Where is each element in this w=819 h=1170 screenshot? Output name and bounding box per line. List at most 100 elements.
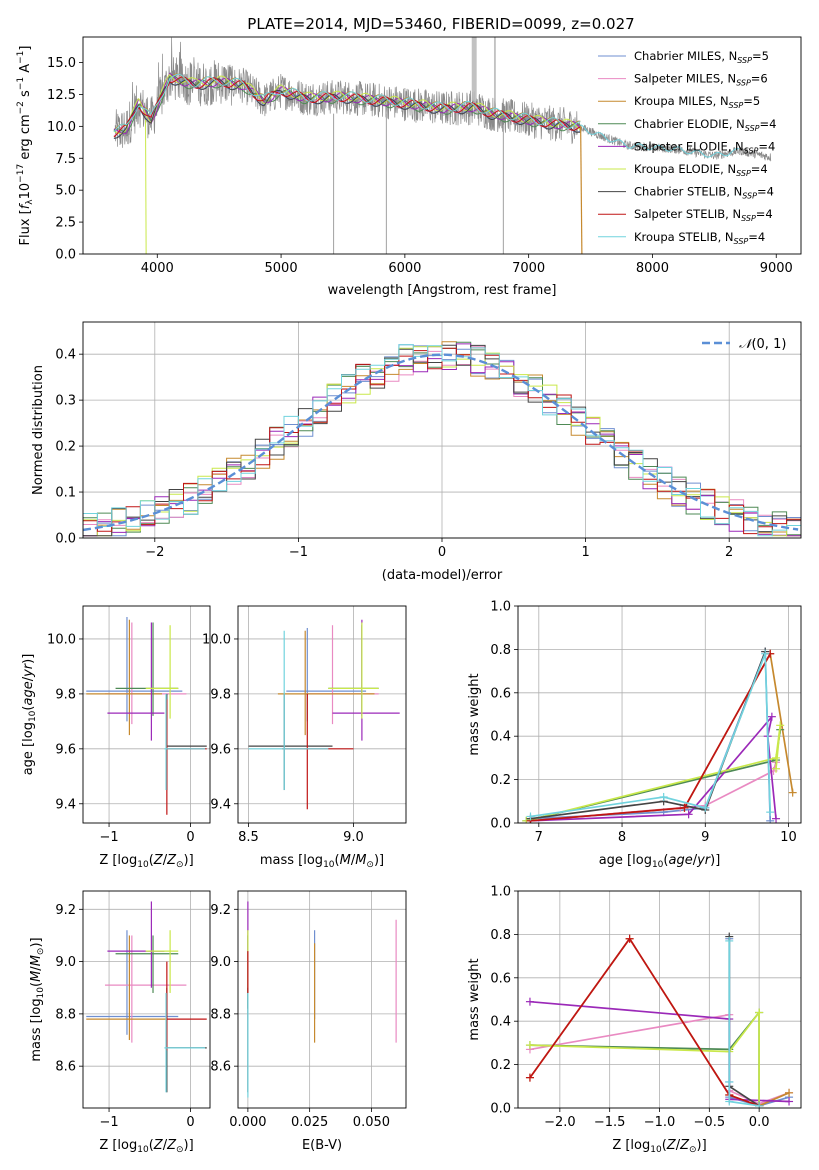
model-spectrum-3 [113, 75, 581, 134]
x-axis-label: Z [log10(Z/Z⊙)] [99, 1138, 193, 1155]
panel-spectrum: 4000 5000 6000 7000 8000 9000 0.0 2.5 5.0 7.5 10.0… [16, 36, 802, 298]
y-tick-label: 9.0 [210, 955, 231, 970]
y-tick-label: 0.4 [490, 730, 511, 745]
x-tick-label: 0.000 [229, 1115, 266, 1130]
legend-label: Salpeter MILES, NSSP=6 [634, 72, 768, 88]
y-tick-label: 10.0 [47, 120, 76, 135]
legend-label: Kroupa ELODIE, NSSP=4 [634, 162, 768, 178]
legend-label: 𝒩(0, 1) [739, 337, 786, 352]
x-tick-label: 9.0 [343, 830, 364, 845]
model-edge [145, 119, 147, 254]
y-tick-label: 0.1 [55, 486, 76, 501]
x-tick-label: 2 [725, 545, 733, 560]
figure-title: PLATE=2014, MJD=53460, FIBERID=0099, z=0… [247, 15, 634, 33]
y-tick-label: 0.3 [55, 394, 76, 409]
y-tick-label: 0.8 [490, 928, 511, 943]
x-tick-label: 6000 [388, 261, 421, 276]
x-axis-label: E(B-V) [302, 1138, 342, 1153]
y-tick-label: 5.0 [55, 184, 76, 199]
x-tick-label: 9000 [760, 261, 793, 276]
x-tick-label: 0.0 [749, 1115, 770, 1130]
x-tick-label: 1 [581, 545, 589, 560]
x-tick-label: 7 [535, 830, 543, 845]
y-axis-label: mass weight [467, 673, 482, 755]
x-tick-label: 10 [780, 830, 797, 845]
y-tick-label: 0.0 [490, 1102, 511, 1117]
y-tick-label: 9.2 [55, 903, 76, 918]
panel-age_vs_mass: 8.5 9.0 9.4 9.6 9.8 10.0 mass [log10(M/M⊙)] [202, 605, 407, 870]
x-axis-label: mass [log10(M/M⊙)] [260, 853, 384, 870]
y-tick-label: 2.5 [55, 216, 76, 231]
x-tick-label: 4000 [141, 261, 174, 276]
panel-massweight_vs_age: 7 8 9 10 0.0 0.2 0.4 0.6 0.8 1.0 age [log10(age/yr… [467, 600, 802, 870]
y-tick-label: 9.8 [210, 687, 231, 702]
x-axis-label: age [log10(age/yr)] [599, 853, 721, 870]
x-tick-label: 0.025 [291, 1115, 328, 1130]
y-tick-label: 9.2 [210, 903, 231, 918]
y-tick-label: 0.6 [490, 971, 511, 986]
x-tick-label: 9 [701, 830, 709, 845]
x-tick-label: −1 [99, 1115, 118, 1130]
plot-area-age_vs_mass [248, 619, 400, 810]
model-edge [580, 126, 583, 254]
plot-area-age_vs_Z [86, 616, 207, 815]
y-axis-label: mass weight [467, 958, 482, 1040]
plot-area-residual_histogram [83, 341, 801, 537]
x-axis-label: Z [log10(Z/Z⊙)] [99, 853, 193, 870]
x-tick-label: 0 [438, 545, 446, 560]
x-tick-label: 8000 [636, 261, 669, 276]
y-tick-label: 9.6 [55, 742, 76, 757]
model-spectrum-4 [113, 72, 581, 135]
panel-residual_histogram: −2 −1 0 1 2 0.0 0.1 0.2 0.3 0.4 𝒩(0, 1) (data-model… [31, 321, 802, 583]
legend-label: Salpeter STELIB, NSSP=4 [634, 207, 773, 223]
x-tick-label: 8 [618, 830, 626, 845]
x-tick-label: −1.5 [594, 1115, 626, 1130]
mass-weight-line-3 [526, 729, 782, 822]
y-tick-label: 9.0 [55, 955, 76, 970]
axes-frame [82, 890, 211, 1109]
y-axis-label: age [log10(age/yr)] [21, 654, 38, 776]
y-tick-label: 0.0 [490, 817, 511, 832]
plot-area-spectrum [113, 37, 772, 254]
x-tick-label: 0.050 [353, 1115, 390, 1130]
y-tick-label: 9.8 [55, 687, 76, 702]
panel-massweight_vs_Z: −2.0 −1.5 −1.0 −0.5 0.0 0.0 0.2 0.4 0.6 0.8 1.0 Z [… [467, 885, 802, 1155]
y-tick-label: 9.4 [210, 797, 231, 812]
x-axis-label: (data-model)/error [382, 568, 503, 583]
y-tick-label: 8.6 [55, 1060, 76, 1075]
model-spectrum-red [580, 124, 740, 158]
x-tick-label: −2 [145, 545, 164, 560]
normal-curve [83, 353, 799, 532]
y-tick-label: 8.6 [210, 1060, 231, 1075]
mass-weight-line-3 [529, 1010, 760, 1106]
x-axis-label: Z [log10(Z/Z⊙)] [612, 1138, 706, 1155]
legend-label: Salpeter ELODIE, NSSP=4 [634, 139, 775, 155]
mass-weight-line-5 [526, 725, 782, 822]
axes-frame [517, 890, 802, 1109]
y-tick-label: 0.6 [490, 686, 511, 701]
y-tick-label: 0.2 [490, 773, 511, 788]
axes-frame [237, 605, 407, 824]
y-tick-label: 0.0 [55, 532, 76, 547]
legend-label: Chabrier STELIB, NSSP=4 [634, 185, 774, 201]
x-tick-label: −2.0 [544, 1115, 576, 1130]
mass-weight-line-5 [529, 1009, 760, 1106]
mass-weight-line-8 [728, 940, 760, 1107]
model-spectrum-7 [113, 76, 581, 138]
y-tick-label: 8.8 [55, 1007, 76, 1022]
panel-mass_vs_EBV: 0.000 0.025 0.050 8.6 8.8 9.0 9.2 E(B-V) [210, 890, 407, 1153]
y-axis-label: Flux [fλ10−17 erg cm−2 s−1 A−1] [16, 46, 35, 246]
y-tick-label: 1.0 [490, 600, 511, 615]
y-tick-label: 8.8 [210, 1007, 231, 1022]
y-tick-label: 9.4 [55, 797, 76, 812]
model-spectrum-8 [113, 73, 581, 133]
legend-label: Kroupa MILES, NSSP=5 [634, 94, 760, 110]
y-tick-label: 0.4 [55, 348, 76, 363]
panel-age_vs_Z: −1 0 9.4 9.6 9.8 10.0 Z [log10(Z/Z⊙)] age [log1… [21, 605, 211, 870]
plot-area-massweight_vs_age [522, 647, 797, 823]
y-tick-label: 9.6 [210, 742, 231, 757]
panel-mass_vs_Z: −1 0 8.6 8.8 9.0 9.2 Z [log10(Z/Z⊙)] mass [log1… [29, 890, 211, 1155]
y-tick-label: 12.5 [47, 88, 76, 103]
axes-frame [82, 36, 802, 255]
